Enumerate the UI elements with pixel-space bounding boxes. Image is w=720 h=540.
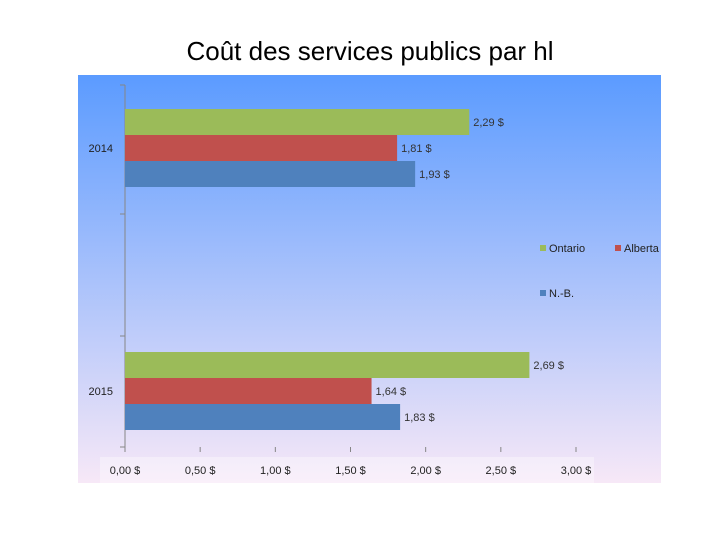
bar-nb-2014 — [125, 161, 416, 187]
legend-entry: Ontario — [549, 243, 585, 255]
bar-nb-2015 — [125, 404, 401, 430]
bar-ontario-2014 — [125, 109, 470, 135]
legend-swatch-alberta — [615, 245, 621, 251]
chart-plot-area: 2,29 $ 1,81 $ 1,93 $ 2014 2,69 $ 1,64 $ 1,83 $… — [78, 75, 661, 483]
category-label-2015: 2015 — [89, 386, 113, 398]
x-tick-label: 2,00 $ — [410, 465, 441, 477]
data-label: 1,64 $ — [376, 386, 407, 398]
x-axis-label-band — [100, 457, 594, 483]
x-tick-label: 1,00 $ — [260, 465, 291, 477]
category-label-2014: 2014 — [89, 143, 113, 155]
x-tick-label: 2,50 $ — [486, 465, 517, 477]
data-label: 1,81 $ — [401, 143, 432, 155]
data-label: 1,83 $ — [404, 412, 435, 424]
data-label: 2,29 $ — [473, 117, 504, 129]
legend-entry: Alberta — [624, 243, 660, 255]
x-tick-label: 1,50 $ — [335, 465, 366, 477]
bar-chart: 2,29 $ 1,81 $ 1,93 $ 2014 2,69 $ 1,64 $ 1,83 $… — [78, 75, 661, 483]
bar-alberta-2015 — [125, 378, 372, 404]
legend-swatch-ontario — [540, 245, 546, 251]
bar-alberta-2014 — [125, 135, 398, 161]
x-tick-label: 0,50 $ — [185, 465, 216, 477]
legend-entry: N.-B. — [549, 288, 574, 300]
legend-swatch-nb — [540, 290, 546, 296]
x-tick-label: 0,00 $ — [110, 465, 141, 477]
data-label: 2,69 $ — [533, 360, 564, 372]
chart-title: Coût des services publics par hl — [186, 36, 554, 66]
bar-ontario-2015 — [125, 352, 530, 378]
data-label: 1,93 $ — [419, 169, 450, 181]
x-tick-label: 3,00 $ — [561, 465, 592, 477]
